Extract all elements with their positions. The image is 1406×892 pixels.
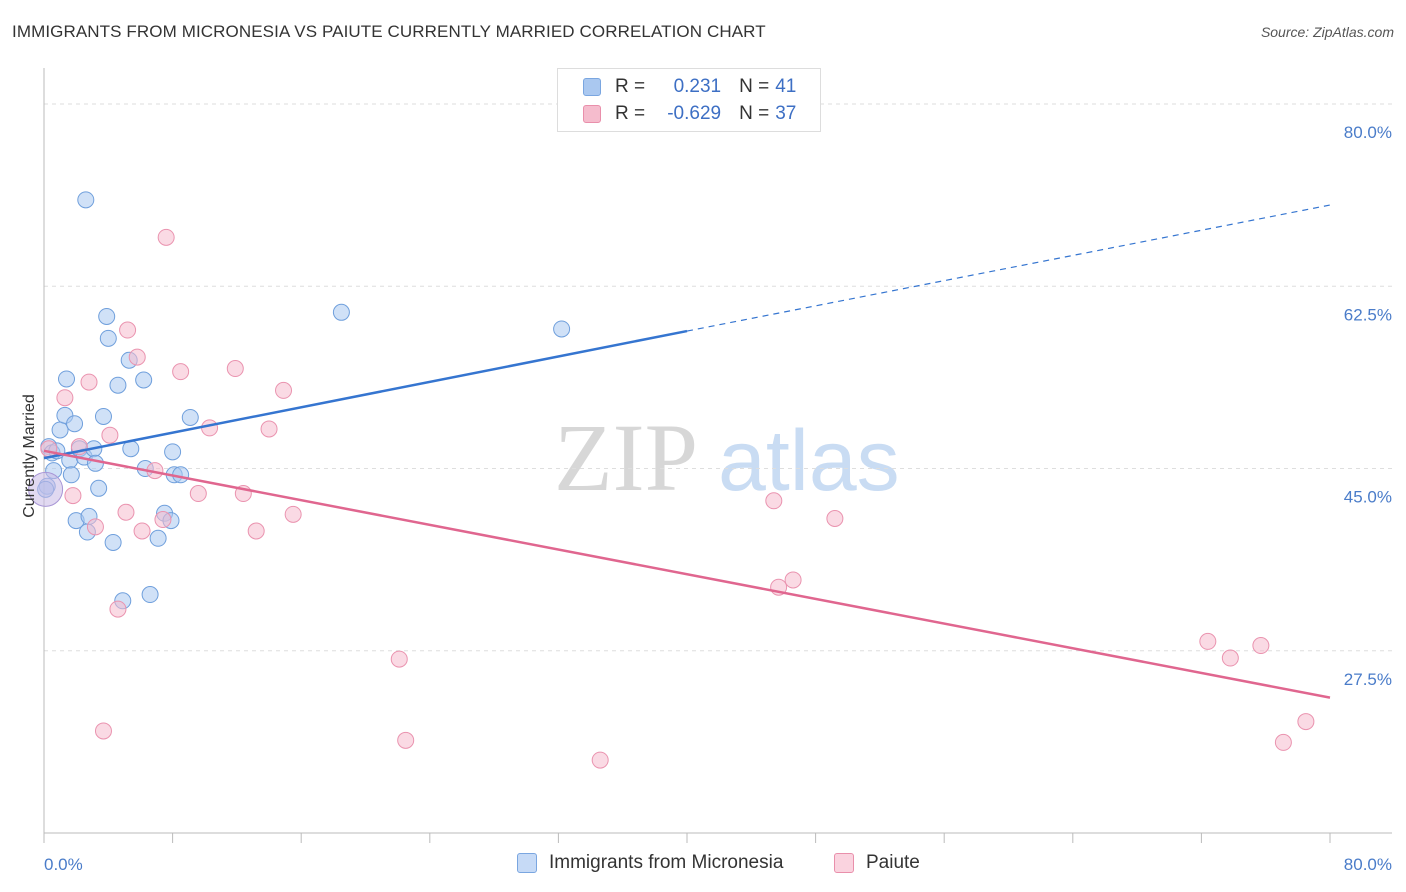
legend-swatch-micronesia (517, 853, 537, 873)
micronesia-swatch (583, 78, 601, 96)
y-tick-label: 80.0% (1344, 123, 1392, 142)
micronesia-point (66, 415, 84, 433)
cluster-point (28, 471, 64, 507)
paiute-point (172, 363, 190, 381)
paiute-point (284, 505, 302, 523)
y-tick-label: 62.5% (1344, 305, 1392, 324)
paiute-point (119, 321, 137, 339)
x-tick-labels: 0.0% 80.0% (44, 855, 1392, 874)
y-tick-label: 27.5% (1344, 670, 1392, 689)
x-tick-label-min: 0.0% (44, 855, 83, 874)
r-value-paiute: -0.629 (667, 103, 722, 124)
paiute-point (154, 511, 172, 529)
r-value-micronesia: 0.231 (673, 76, 722, 97)
chart-title: IMMIGRANTS FROM MICRONESIA VS PAIUTE CUR… (12, 22, 766, 41)
paiute-point (1252, 637, 1270, 655)
paiute-trend-line (43, 449, 1331, 699)
micronesia-trend-line (43, 329, 688, 460)
watermark-zip: ZIP (554, 404, 698, 511)
paiute-point (390, 650, 408, 668)
micronesia-trend-extension (686, 204, 1331, 332)
micronesia-point (109, 376, 127, 394)
watermark-atlas: atlas (718, 413, 900, 509)
paiute-point (591, 751, 609, 769)
micronesia-point (332, 303, 350, 321)
paiute-point (80, 373, 98, 391)
micronesia-point (99, 329, 117, 347)
y-axis-label: Currently Married (21, 394, 38, 518)
y-tick-label: 45.0% (1344, 488, 1392, 507)
paiute-point (247, 522, 265, 540)
micronesia-point (135, 371, 153, 389)
stats-row-paiute: R = -0.629 N = 37 (583, 102, 796, 126)
paiute-point (201, 419, 219, 437)
paiute-point (1274, 733, 1292, 751)
source-label: Source: ZipAtlas.com (1260, 24, 1394, 40)
x-tick-label-max: 80.0% (1344, 855, 1392, 874)
micronesia-point (86, 454, 104, 472)
micronesia-point (77, 191, 95, 209)
stats-row-micronesia: R = 0.231 N = 41 (583, 75, 796, 99)
paiute-point (260, 420, 278, 438)
r-label: R = (615, 76, 646, 97)
grid-lines (44, 103, 1392, 652)
paiute-point (1199, 632, 1217, 650)
paiute-point (826, 510, 844, 528)
trend-lines (43, 204, 1331, 699)
micronesia-point (104, 533, 122, 551)
legend-label-paiute: Paiute (866, 852, 920, 873)
paiute-point (101, 426, 119, 444)
micronesia-point (181, 408, 199, 426)
paiute-point (157, 228, 175, 246)
paiute-swatch (583, 105, 601, 123)
paiute-point (1221, 649, 1239, 667)
micronesia-point (98, 307, 116, 325)
n-label: N = (739, 76, 770, 97)
paiute-point (109, 600, 127, 618)
data-points (28, 191, 1315, 769)
paiute-point (94, 722, 112, 740)
series-legend: Immigrants from Micronesia Paiute (0, 852, 1406, 878)
n-value-paiute: 37 (775, 103, 797, 124)
paiute-point (133, 522, 151, 540)
n-label: N = (739, 103, 770, 124)
paiute-point (784, 571, 802, 589)
paiute-point (1297, 713, 1315, 731)
n-value-micronesia: 41 (775, 76, 797, 97)
micronesia-point (164, 443, 182, 461)
paiute-point (86, 518, 104, 536)
micronesia-point (141, 586, 159, 604)
paiute-point (56, 389, 74, 407)
micronesia-point (94, 407, 112, 425)
paiute-point (189, 485, 207, 503)
stats-legend: R = 0.231 N = 41 R = -0.629 N = 37 (557, 68, 821, 132)
paiute-point (226, 360, 244, 378)
paiute-point (275, 381, 293, 399)
micronesia-point (553, 320, 571, 338)
paiute-point (397, 731, 415, 749)
watermark: ZIP atlas (554, 404, 900, 511)
micronesia-point (90, 479, 108, 497)
r-label: R = (615, 103, 646, 124)
legend-item-paiute[interactable]: Paiute (834, 852, 920, 874)
y-tick-labels: 27.5% 45.0% 62.5% 80.0% (1344, 123, 1392, 689)
paiute-point (117, 503, 135, 521)
paiute-point (765, 492, 783, 510)
micronesia-point (149, 529, 167, 547)
legend-swatch-paiute (834, 853, 854, 873)
paiute-point (128, 348, 146, 366)
paiute-point (40, 440, 58, 458)
micronesia-point (58, 370, 76, 388)
legend-label-micronesia: Immigrants from Micronesia (549, 852, 784, 873)
micronesia-point (51, 421, 69, 439)
legend-item-micronesia[interactable]: Immigrants from Micronesia (517, 852, 783, 874)
micronesia-point (62, 466, 80, 484)
paiute-point (64, 487, 82, 505)
